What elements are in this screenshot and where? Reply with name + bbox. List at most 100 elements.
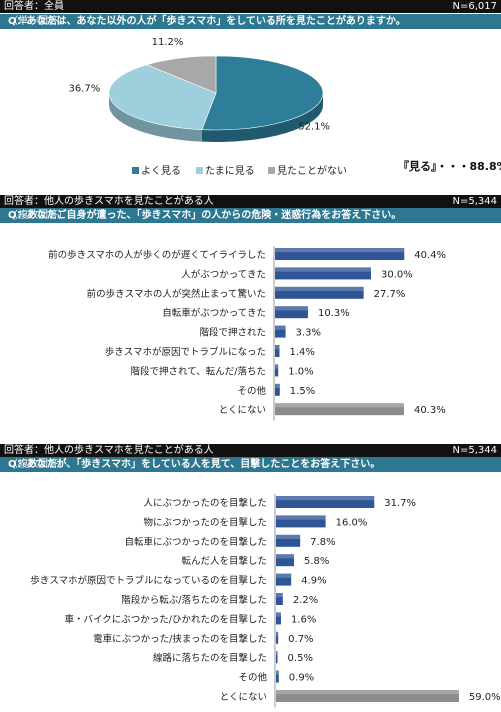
legend-item-often: よく見る: [132, 162, 181, 177]
value-label-9: 0.9%: [289, 673, 314, 684]
category-label-6: 車・バイクにぶつかった/ひかれたのを目撃した: [64, 613, 267, 625]
sample-size: N=6,017: [452, 1, 498, 12]
category-label-5: 歩きスマホが原因でトラブルになった: [105, 346, 266, 358]
category-label-3: 転んだ人を目撃した: [181, 555, 267, 567]
category-label-8: 線路に落ちたのを目撃した: [153, 652, 267, 664]
bar-3: [276, 554, 294, 567]
bar-1: [276, 515, 326, 528]
bar-5: [275, 345, 280, 357]
value-label-0: 40.4%: [414, 250, 446, 261]
respondents-label: 回答者：他人の歩きスマホを見たことがある人: [4, 196, 214, 207]
pie-slice-2: [145, 55, 217, 94]
value-label-7: 1.5%: [290, 386, 315, 397]
question-main: Q：あなたご自身が遭った、「歩きスマホ」の人からの危険・迷惑行為をお答え下さい。: [8, 210, 402, 221]
bar-highlight-1: [275, 267, 371, 272]
value-label-10: 59.0%: [469, 692, 501, 703]
value-label-0: 31.7%: [384, 498, 416, 509]
category-label-7: 電車にぶつかった/挟まったのを目撃した: [93, 633, 267, 645]
section2-question: Q：あなたご自身が遭った、「歩きスマホ」の人からの危険・迷惑行為をお答え下さい。…: [0, 208, 501, 223]
value-label-8: 40.3%: [414, 405, 446, 416]
bar-3: [275, 306, 308, 319]
value-label-4: 3.3%: [296, 328, 321, 339]
legend-label-sometimes: たまに見る: [205, 166, 255, 177]
bar-4: [275, 325, 286, 338]
pie-label-1: 36.7%: [68, 84, 100, 95]
category-label-8: とくにない: [219, 405, 266, 416]
category-label-0: 前の歩きスマホの人が歩くのが遅くてイライラした: [48, 249, 266, 261]
bar-10: [276, 690, 459, 702]
legend-swatch-never: [268, 167, 275, 174]
pie-total-label: 『見る』・・・88.8%: [398, 160, 501, 173]
value-label-1: 16.0%: [336, 517, 368, 528]
question-main: Q：あなたが、「歩きスマホ」をしている人を見て、目撃したことをお答え下さい。: [8, 459, 381, 470]
category-label-3: 自転車がぶつかってきた: [162, 307, 266, 319]
bar-highlight-6: [275, 364, 279, 369]
bar-9: [276, 670, 279, 683]
legend-swatch-sometimes: [196, 167, 203, 174]
category-label-0: 人にぶつかったのを目撃した: [143, 497, 267, 509]
bar-8: [276, 651, 278, 664]
value-label-3: 5.8%: [304, 556, 329, 567]
section2-header: 回答者：他人の歩きスマホを見たことがある人 N=5,344: [0, 195, 501, 208]
category-label-4: 階段で押された: [199, 327, 266, 339]
bar-7: [276, 631, 279, 644]
bar-highlight-3: [275, 306, 308, 311]
question-note: （複数回答）: [8, 459, 68, 470]
respondents-label: 回答者：全員: [4, 1, 64, 12]
bar-7: [275, 383, 280, 396]
legend-label-often: よく見る: [141, 166, 181, 177]
sample-size: N=5,344: [452, 196, 498, 207]
pie-side-1: [109, 93, 202, 142]
category-label-6: 階段で押されて、転んだ/落ちた: [131, 365, 266, 377]
bar-highlight-2: [275, 286, 364, 291]
bar-highlight-1: [276, 515, 326, 520]
bar-highlight-6: [276, 612, 281, 617]
section3-header: 回答者：他人の歩きスマホを見たことがある人 N=5,344: [0, 444, 501, 457]
bar-highlight-5: [275, 345, 280, 350]
pie-slice-0: [201, 55, 324, 131]
category-label-2: 自転車にぶつかったのを目撃した: [124, 536, 267, 548]
bar-8: [275, 403, 404, 416]
section1-header: 回答者：全員 N=6,017: [0, 0, 501, 13]
pie-label-0: 52.1%: [298, 122, 330, 133]
category-label-4: 歩きスマホが原因でトラブルになっているのを目撃した: [30, 575, 267, 587]
pie-slice-1: [108, 64, 217, 130]
question-main: Q：あなたは、あなた以外の人が「歩きスマホ」をしている所を見たことがありますか。: [8, 16, 406, 27]
value-label-7: 0.7%: [288, 634, 313, 645]
question-note: （複数回答）: [8, 210, 68, 221]
bar-2: [276, 534, 301, 547]
value-label-2: 27.7%: [374, 289, 406, 300]
value-label-6: 1.0%: [288, 366, 313, 377]
category-label-1: 物にぶつかったのを目撃した: [143, 516, 267, 528]
bar-1: [275, 267, 371, 280]
bar-4: [276, 573, 292, 586]
respondents-label: 回答者：他人の歩きスマホを見たことがある人: [4, 445, 214, 456]
bar-highlight-4: [276, 573, 292, 578]
bar-highlight-0: [275, 248, 405, 253]
bar-5: [276, 593, 283, 605]
legend-swatch-often: [132, 167, 139, 174]
section1-question: Q：あなたは、あなた以外の人が「歩きスマホ」をしている所を見たことがありますか。…: [0, 14, 501, 29]
section3-question: Q：あなたが、「歩きスマホ」をしている人を見て、目撃したことをお答え下さい。 （複…: [0, 457, 501, 472]
legend-label-never: 見たことがない: [277, 166, 347, 177]
bar-highlight-10: [276, 690, 459, 695]
bar-0: [275, 248, 405, 260]
bar-highlight-2: [276, 534, 301, 539]
value-label-4: 4.9%: [301, 576, 326, 587]
bar-highlight-8: [276, 651, 278, 656]
bar-6: [275, 364, 279, 377]
category-label-1: 人がぶつかってきた: [181, 268, 266, 280]
category-label-2: 前の歩きスマホの人が突然止まって驚いた: [87, 288, 266, 300]
legend-item-sometimes: たまに見る: [196, 162, 255, 177]
category-label-9: その他: [238, 672, 267, 684]
category-label-10: とくにない: [220, 692, 267, 703]
value-label-5: 1.4%: [289, 347, 314, 358]
bar-highlight-7: [276, 631, 279, 636]
value-label-6: 1.6%: [291, 614, 316, 625]
bar-6: [276, 612, 281, 625]
value-label-3: 10.3%: [318, 308, 350, 319]
value-label-8: 0.5%: [288, 653, 313, 664]
bar-highlight-9: [276, 670, 279, 675]
